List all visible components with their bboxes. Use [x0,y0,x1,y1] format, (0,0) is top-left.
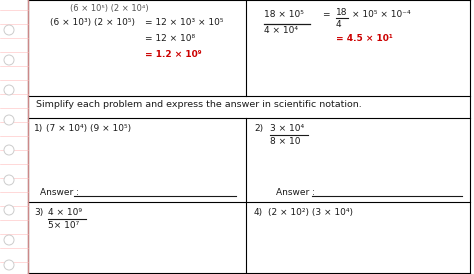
Text: Answer :: Answer : [40,188,79,197]
Text: (2 × 10²) (3 × 10⁴): (2 × 10²) (3 × 10⁴) [268,208,353,217]
Text: 18: 18 [336,8,347,17]
Text: 8 × 10: 8 × 10 [270,137,301,146]
Text: Simplify each problem and express the answer in scientific notation.: Simplify each problem and express the an… [36,100,362,109]
Text: (6 × 10⁵) (2 × 10⁴): (6 × 10⁵) (2 × 10⁴) [70,4,149,13]
Circle shape [4,175,14,185]
Text: = 1.2 × 10⁹: = 1.2 × 10⁹ [145,50,201,59]
Text: 2): 2) [254,124,263,133]
Circle shape [4,55,14,65]
Circle shape [4,85,14,95]
Text: 5× 10⁷: 5× 10⁷ [48,221,79,230]
Text: × 10⁵ × 10⁻⁴: × 10⁵ × 10⁻⁴ [352,10,410,19]
Text: = 12 × 10⁸: = 12 × 10⁸ [145,34,195,43]
Text: 4 × 10⁹: 4 × 10⁹ [48,208,82,217]
Circle shape [4,205,14,215]
Text: (7 × 10⁴) (9 × 10⁵): (7 × 10⁴) (9 × 10⁵) [46,124,131,133]
Text: =: = [322,10,329,19]
Circle shape [4,115,14,125]
Circle shape [4,235,14,245]
Text: = 12 × 10³ × 10⁵: = 12 × 10³ × 10⁵ [145,18,224,27]
Text: 3): 3) [34,208,43,217]
Text: 3 × 10⁴: 3 × 10⁴ [270,124,304,133]
Text: 1): 1) [34,124,43,133]
Circle shape [4,260,14,270]
Circle shape [4,25,14,35]
Text: Answer :: Answer : [276,188,315,197]
Text: 4): 4) [254,208,263,217]
Text: (6 × 10³) (2 × 10⁵): (6 × 10³) (2 × 10⁵) [50,18,135,27]
Text: 4 × 10⁴: 4 × 10⁴ [264,26,298,35]
Text: = 4.5 × 10¹: = 4.5 × 10¹ [336,34,393,43]
Text: 4: 4 [336,20,342,29]
Circle shape [4,145,14,155]
Text: 18 × 10⁵: 18 × 10⁵ [264,10,304,19]
